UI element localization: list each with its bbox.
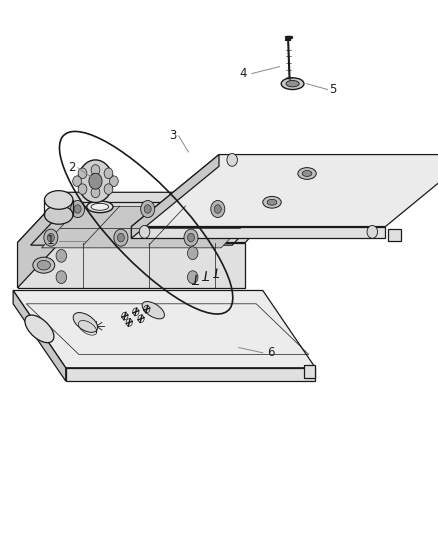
Circle shape: [114, 229, 128, 246]
Ellipse shape: [142, 302, 164, 319]
Polygon shape: [66, 368, 315, 381]
Ellipse shape: [44, 206, 73, 224]
Circle shape: [73, 176, 81, 187]
Circle shape: [227, 154, 237, 166]
Circle shape: [56, 249, 67, 262]
Polygon shape: [13, 290, 66, 381]
Circle shape: [187, 247, 198, 260]
Ellipse shape: [302, 171, 312, 176]
Polygon shape: [131, 155, 438, 227]
Circle shape: [187, 271, 198, 284]
Ellipse shape: [37, 260, 50, 270]
Circle shape: [110, 176, 118, 187]
Ellipse shape: [286, 80, 299, 87]
Ellipse shape: [267, 199, 277, 205]
Polygon shape: [388, 229, 401, 241]
Polygon shape: [304, 365, 315, 378]
Ellipse shape: [87, 201, 113, 213]
Polygon shape: [131, 227, 385, 238]
Ellipse shape: [298, 168, 316, 179]
Polygon shape: [13, 290, 315, 368]
Circle shape: [211, 200, 225, 217]
Ellipse shape: [91, 204, 109, 211]
Text: 5: 5: [329, 83, 336, 96]
Circle shape: [91, 187, 100, 198]
Circle shape: [141, 200, 155, 217]
Circle shape: [104, 184, 113, 195]
Circle shape: [104, 168, 113, 179]
Text: 3: 3: [170, 130, 177, 142]
Ellipse shape: [44, 191, 73, 209]
Circle shape: [187, 233, 194, 242]
Ellipse shape: [263, 197, 281, 208]
Circle shape: [214, 205, 221, 213]
Circle shape: [78, 160, 113, 203]
Polygon shape: [131, 155, 219, 238]
Circle shape: [44, 229, 58, 246]
Circle shape: [78, 184, 87, 195]
Circle shape: [74, 205, 81, 213]
Circle shape: [56, 271, 67, 284]
Circle shape: [47, 233, 54, 242]
Circle shape: [144, 205, 151, 213]
Polygon shape: [18, 243, 245, 288]
Circle shape: [71, 200, 85, 217]
Polygon shape: [18, 192, 292, 243]
Ellipse shape: [25, 315, 54, 343]
Circle shape: [139, 225, 150, 238]
Text: 1: 1: [46, 235, 54, 247]
Text: 6: 6: [267, 346, 275, 359]
Circle shape: [91, 165, 100, 175]
Polygon shape: [18, 192, 64, 288]
Text: 4: 4: [239, 67, 247, 80]
Ellipse shape: [33, 257, 55, 273]
Ellipse shape: [281, 78, 304, 90]
Circle shape: [117, 233, 124, 242]
Ellipse shape: [73, 312, 98, 333]
Text: 2: 2: [68, 161, 76, 174]
Circle shape: [184, 229, 198, 246]
Circle shape: [367, 225, 378, 238]
Polygon shape: [42, 207, 260, 248]
Circle shape: [78, 168, 87, 179]
Circle shape: [89, 173, 102, 189]
